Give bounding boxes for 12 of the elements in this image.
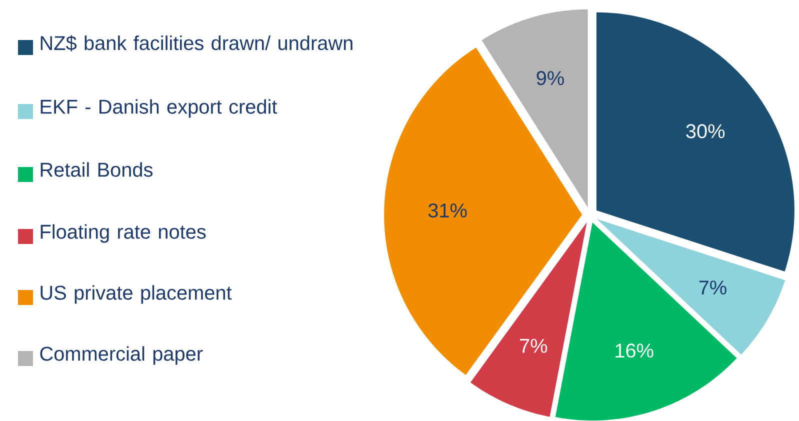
- legend-label: EKF - Danish export credit: [40, 99, 278, 118]
- legend-label: US private placement: [40, 285, 232, 304]
- legend-label: Commercial paper: [40, 346, 203, 365]
- data-label: 7%: [520, 338, 548, 353]
- data-label: 30%: [686, 124, 725, 138]
- legend-label: Retail Bonds: [40, 162, 153, 177]
- data-label: 16%: [616, 344, 654, 358]
- legend-label: NZ$ bank facilities drawn/ undrawn: [40, 35, 352, 52]
- data-label: 9%: [536, 71, 564, 86]
- legend-label: Floating rate notes: [40, 224, 206, 243]
- data-label: 7%: [699, 280, 726, 295]
- data-label: 31%: [428, 203, 467, 218]
